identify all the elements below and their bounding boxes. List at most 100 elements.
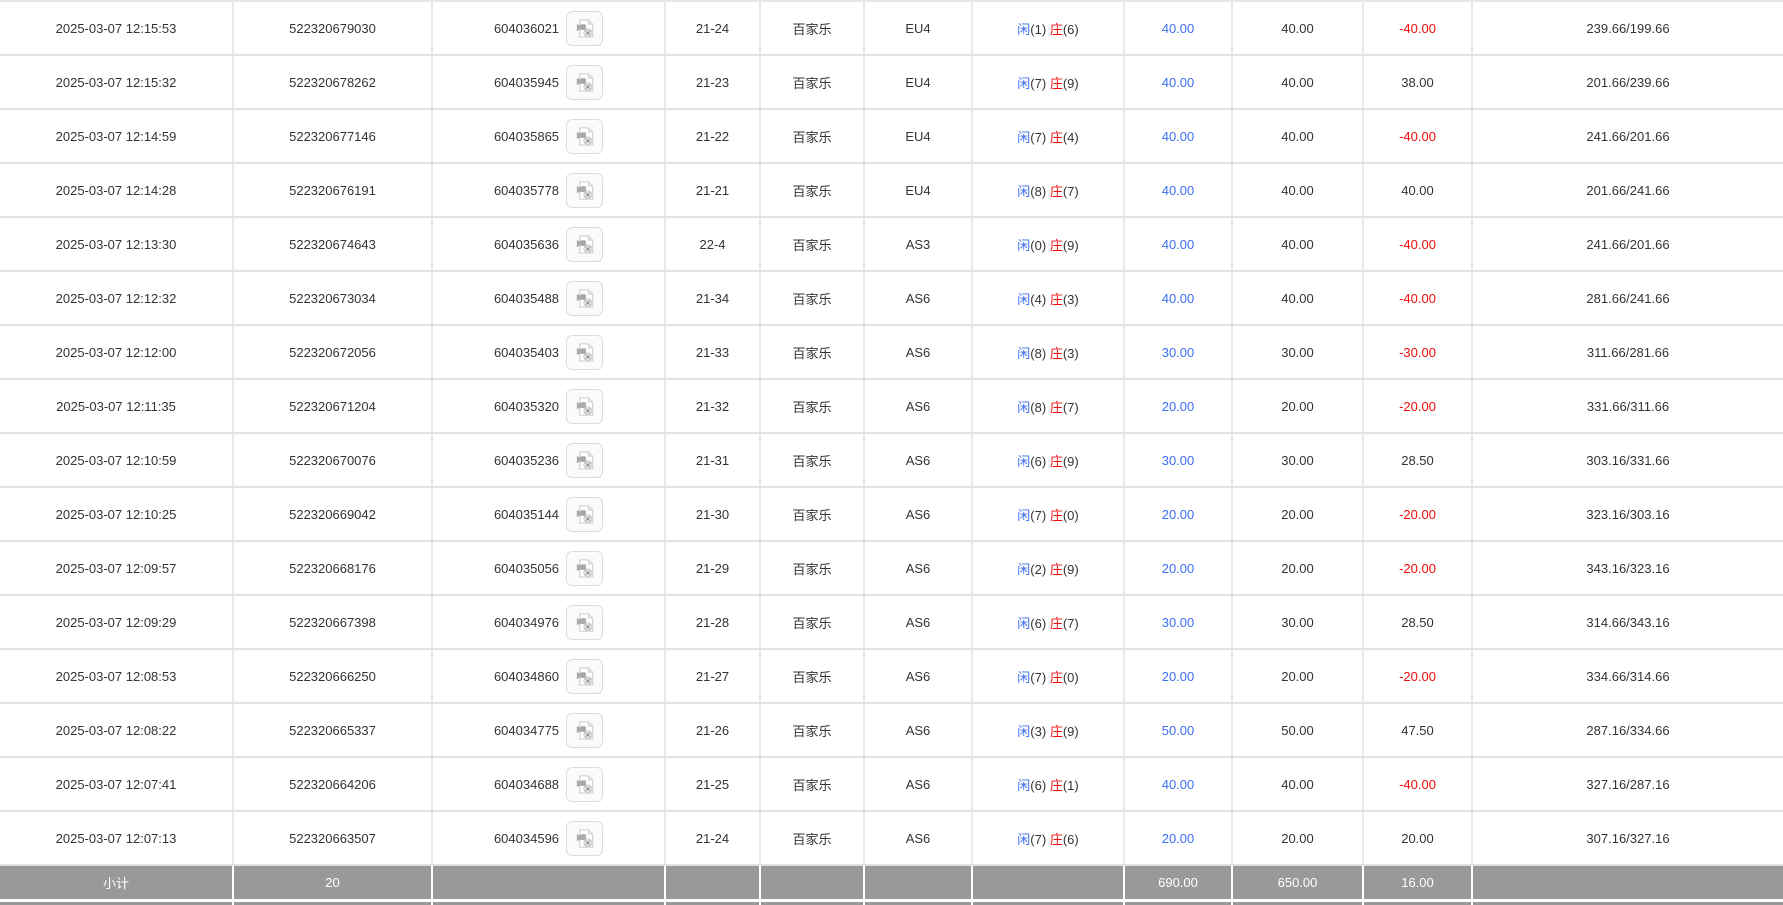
video-replay-icon[interactable] [566,712,604,748]
table-round: 21-29 [665,541,761,596]
valid-amount: 20.00 [1232,487,1364,542]
video-replay-icon[interactable] [566,172,604,208]
player-score: (6) [1030,777,1047,793]
banker-label: 庄 [1049,723,1063,739]
round-id: 604035320 [493,398,560,414]
win-loss: 20.00 [1363,811,1473,866]
shoe-code: AS6 [864,487,973,542]
video-replay-icon[interactable] [566,550,604,586]
game-type: 百家乐 [760,595,865,650]
video-replay-icon[interactable] [566,334,604,370]
round-id-cell: 604034860 [432,649,666,704]
banker-score: (1) [1062,777,1079,793]
bet-amount: 30.00 [1124,595,1233,650]
banker-score: (3) [1062,345,1079,361]
win-loss: -20.00 [1363,649,1473,704]
round-id: 604035636 [493,236,560,252]
round-id: 604036021 [493,20,560,36]
table-round: 21-24 [665,1,761,56]
win-loss: -40.00 [1363,1,1473,56]
game-type: 百家乐 [760,757,865,812]
shoe-code: AS6 [864,325,973,380]
bet-id: 522320671204 [233,379,433,434]
round-id: 604034976 [493,614,560,630]
bet-id: 522320663507 [233,811,433,866]
bet-id: 522320670076 [233,433,433,488]
table-row: 2025-03-07 12:12:32 522320673034 6040354… [0,271,1783,326]
game-result: 闲(6) 庄(1) [972,757,1125,812]
bet-time: 2025-03-07 12:15:32 [0,55,234,110]
bet-amount: 40.00 [1124,757,1233,812]
player-label: 闲 [1017,291,1031,307]
video-replay-icon[interactable] [566,442,604,478]
video-replay-icon[interactable] [566,496,604,532]
bet-time: 2025-03-07 12:13:30 [0,217,234,272]
video-replay-icon[interactable] [566,10,604,46]
video-replay-icon[interactable] [566,226,604,262]
banker-label: 庄 [1049,399,1063,415]
banker-label: 庄 [1049,21,1063,37]
banker-label: 庄 [1049,237,1063,253]
bet-amount: 20.00 [1124,487,1233,542]
player-score: (6) [1030,453,1047,469]
banker-score: (7) [1062,183,1079,199]
game-result: 闲(0) 庄(9) [972,217,1125,272]
player-label: 闲 [1017,453,1031,469]
bet-id: 522320677146 [233,109,433,164]
player-label: 闲 [1017,345,1031,361]
video-replay-icon[interactable] [566,64,604,100]
table-row: 2025-03-07 12:10:25 522320669042 6040351… [0,487,1783,542]
balance: 281.66/241.66 [1472,271,1783,326]
video-replay-icon[interactable] [566,604,604,640]
game-type: 百家乐 [760,271,865,326]
win-loss: -40.00 [1363,217,1473,272]
win-loss: -20.00 [1363,541,1473,596]
video-replay-icon[interactable] [566,388,604,424]
bet-amount: 30.00 [1124,325,1233,380]
video-replay-icon[interactable] [566,280,604,316]
bet-time: 2025-03-07 12:14:28 [0,163,234,218]
table-round: 21-25 [665,757,761,812]
balance: 314.66/343.16 [1472,595,1783,650]
bet-amount: 40.00 [1124,217,1233,272]
game-result: 闲(6) 庄(9) [972,433,1125,488]
round-id-cell: 604035236 [432,433,666,488]
table-round: 21-30 [665,487,761,542]
banker-label: 庄 [1049,453,1063,469]
banker-score: (9) [1062,453,1079,469]
round-id-cell: 604034775 [432,703,666,758]
table-round: 21-23 [665,55,761,110]
player-label: 闲 [1017,21,1031,37]
subtotal-valid: 650.00 [1232,865,1364,902]
banker-score: (6) [1062,831,1079,847]
shoe-code: AS6 [864,541,973,596]
game-type: 百家乐 [760,649,865,704]
video-replay-icon[interactable] [566,118,604,154]
bet-amount: 50.00 [1124,703,1233,758]
shoe-code: EU4 [864,1,973,56]
valid-amount: 20.00 [1232,379,1364,434]
table-row: 2025-03-07 12:11:35 522320671204 6040353… [0,379,1783,434]
video-replay-icon[interactable] [566,820,604,856]
video-replay-icon[interactable] [566,658,604,694]
balance: 334.66/314.66 [1472,649,1783,704]
shoe-code: AS6 [864,433,973,488]
table-round: 21-32 [665,379,761,434]
round-id-cell: 604035636 [432,217,666,272]
balance: 287.16/334.66 [1472,703,1783,758]
table-round: 21-33 [665,325,761,380]
table-round: 21-27 [665,649,761,704]
balance: 331.66/311.66 [1472,379,1783,434]
banker-label: 庄 [1049,777,1063,793]
shoe-code: AS3 [864,217,973,272]
player-score: (3) [1030,723,1047,739]
video-replay-icon[interactable] [566,766,604,802]
bet-id: 522320664206 [233,757,433,812]
round-id-cell: 604035488 [432,271,666,326]
round-id-cell: 604035320 [432,379,666,434]
table-row: 2025-03-07 12:10:59 522320670076 6040352… [0,433,1783,488]
game-type: 百家乐 [760,1,865,56]
player-score: (6) [1030,615,1047,631]
